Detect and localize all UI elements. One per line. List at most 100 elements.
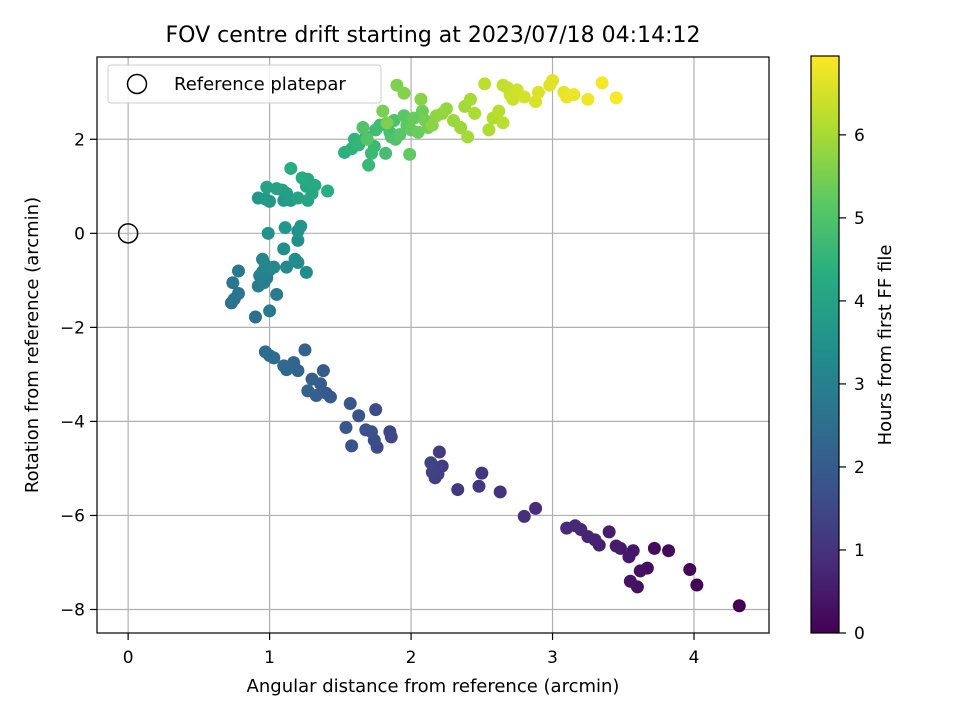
data-point — [414, 92, 428, 106]
x-tick-label: 0 — [123, 648, 134, 668]
colorbar-tick-label: 5 — [854, 209, 865, 229]
colorbar-frame — [810, 55, 840, 634]
data-point — [352, 409, 366, 423]
data-point — [298, 343, 312, 357]
data-point — [345, 439, 359, 453]
plot-frame — [96, 56, 770, 634]
x-tick-label: 4 — [689, 648, 700, 668]
data-point — [622, 550, 636, 564]
data-point — [261, 226, 275, 240]
data-point — [482, 123, 496, 137]
data-point — [316, 364, 330, 378]
data-point — [461, 130, 475, 144]
data-point — [411, 125, 425, 139]
data-point — [369, 403, 383, 417]
data-point — [256, 252, 270, 266]
data-point — [531, 85, 545, 99]
data-point — [662, 544, 676, 558]
data-point — [231, 287, 245, 301]
data-point — [380, 116, 394, 130]
data-point — [291, 233, 305, 247]
data-point — [403, 147, 417, 161]
data-point — [633, 564, 647, 578]
data-point — [305, 372, 319, 386]
data-point — [343, 397, 357, 411]
y-tick-label: 0 — [74, 224, 85, 244]
data-point — [278, 221, 292, 235]
data-point — [397, 86, 411, 100]
data-point — [260, 180, 274, 194]
y-tick-label: 2 — [74, 130, 85, 150]
colorbar-tick-label: 3 — [854, 375, 865, 395]
legend-reference-marker — [126, 73, 148, 95]
reference-point-marker — [117, 223, 139, 244]
data-point — [295, 171, 309, 185]
colorbar-tick-label: 1 — [854, 541, 865, 561]
y-tick-label: −4 — [60, 412, 85, 432]
data-point — [362, 158, 376, 172]
colorbar-tick-label: 2 — [854, 458, 865, 478]
x-axis: 0 1 2 3 4 — [123, 633, 700, 668]
data-point — [567, 88, 581, 102]
data-point — [478, 77, 492, 91]
data-point — [308, 178, 322, 192]
colorbar-tick-label: 4 — [854, 292, 865, 312]
y-tick-label: −6 — [60, 506, 85, 526]
data-point — [496, 116, 510, 130]
data-point — [492, 104, 506, 118]
y-tick-label: −8 — [60, 600, 85, 620]
data-point — [384, 430, 398, 444]
data-point — [321, 184, 335, 198]
data-point — [493, 485, 507, 499]
data-point — [263, 194, 277, 208]
colorbar-tick-label: 0 — [854, 624, 865, 644]
data-point — [472, 479, 486, 493]
data-point — [376, 104, 390, 118]
data-point — [439, 102, 453, 116]
data-point — [517, 509, 531, 523]
colorbar-gradient — [811, 56, 839, 633]
x-tick-label: 3 — [547, 648, 558, 668]
data-point — [595, 76, 609, 90]
data-point — [270, 287, 284, 301]
data-point — [356, 121, 370, 135]
legend: Reference platepar — [107, 64, 382, 104]
colorbar-ticks: 0 1 2 3 4 5 6 — [839, 126, 865, 644]
data-point — [581, 92, 595, 106]
data-point — [280, 260, 294, 274]
data-point — [248, 310, 262, 324]
data-point — [226, 276, 240, 290]
data-point — [432, 445, 446, 459]
data-point — [517, 90, 531, 104]
data-point — [602, 525, 616, 539]
data-point — [339, 421, 353, 435]
x-axis-label: Angular distance from reference (arcmin) — [247, 676, 620, 697]
colorbar-tick-label: 6 — [854, 126, 865, 146]
chart-title: FOV centre drift starting at 2023/07/18 … — [166, 23, 701, 48]
data-point — [529, 501, 543, 515]
data-point — [270, 182, 284, 196]
data-point — [647, 541, 661, 555]
data-point — [690, 578, 704, 592]
legend-entry-reference: Reference platepar — [174, 74, 346, 95]
y-axis-label: Rotation from reference (arcmin) — [22, 197, 43, 493]
colorbar: 0 1 2 3 4 5 6 Hours from first FF file — [810, 55, 896, 644]
data-point — [277, 242, 291, 256]
data-point — [623, 574, 637, 588]
data-point — [288, 252, 302, 266]
data-point — [475, 466, 489, 480]
data-point — [231, 264, 245, 278]
data-point — [319, 386, 333, 400]
data-point — [379, 146, 393, 160]
data-point — [359, 423, 373, 437]
x-tick-label: 2 — [406, 648, 417, 668]
data-point — [277, 359, 291, 373]
data-point — [301, 384, 315, 398]
data-point — [360, 132, 374, 146]
data-point — [294, 219, 308, 233]
data-point — [683, 563, 697, 577]
data-point — [263, 304, 277, 318]
data-point — [424, 456, 438, 470]
data-point — [609, 539, 623, 553]
